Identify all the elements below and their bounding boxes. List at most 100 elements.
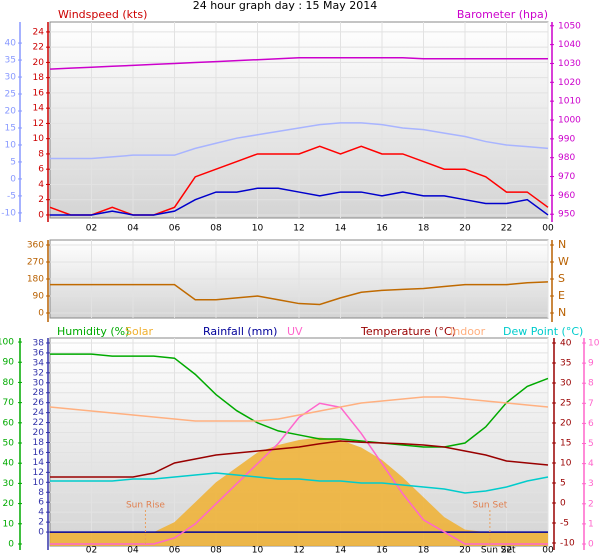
y-tick-label: 3 (588, 479, 594, 489)
y-tick-label: 6 (588, 419, 594, 429)
legend-entry: Dew Point (°C) (503, 325, 583, 338)
y-tick-label: 1010 (558, 97, 581, 107)
x-tick-label: 20 (459, 546, 471, 555)
y-tick-label: 0 (38, 210, 44, 220)
series-line (50, 122, 549, 160)
y-tick-label: 40 (3, 459, 15, 469)
y-tick-label: N (558, 238, 566, 251)
y-tick-label: 80 (3, 378, 15, 388)
y-tick-label: N (558, 306, 566, 319)
x-tick-label: 04 (127, 224, 139, 234)
y-tick-label: 25 (560, 399, 571, 409)
y-tick-label: 15 (560, 439, 571, 449)
x-tick-label: 10 (252, 546, 264, 555)
x-tick-label: 12 (293, 546, 304, 555)
y-tick-label: 18 (33, 73, 45, 83)
y-tick-label: 100 (0, 338, 14, 348)
y-tick-label: -5 (560, 519, 569, 529)
y-tick-label: 20 (5, 106, 17, 116)
y-tick-label: 10 (588, 339, 600, 349)
y2-axis-label: Barometer (hpa) (457, 8, 548, 21)
series-line (50, 281, 549, 306)
x-tick-label: 04 (127, 546, 139, 555)
series-line (50, 472, 549, 494)
y-tick-label: 2 (588, 499, 594, 509)
y-tick-label: 270 (27, 258, 44, 268)
y-tick-label: 10 (3, 519, 15, 529)
y-tick-label: 14 (33, 104, 45, 114)
y-tick-label: 25 (5, 90, 16, 100)
y-axis-label: Windspeed (kts) (58, 8, 147, 21)
x-tick-label: 18 (418, 546, 430, 555)
annotation: Sun Rise (126, 501, 165, 511)
x-tick-label: 08 (210, 546, 222, 555)
y-tick-label: 980 (558, 153, 575, 163)
y-tick-label: 9 (588, 359, 594, 369)
y-tick-label: 36 (33, 348, 45, 358)
y-tick-label: -10 (560, 539, 575, 549)
series-line (50, 353, 549, 448)
y-tick-label: 20 (33, 58, 45, 68)
y-tick-label: 38 (33, 338, 45, 348)
series-line (49, 396, 549, 422)
y-tick-label: 32 (33, 368, 44, 378)
y-tick-label: 8 (38, 488, 44, 498)
y-tick-label: 1030 (558, 59, 581, 69)
y-tick-label: 40 (5, 39, 17, 49)
chart-title: 24 hour graph day : 15 May 2014 (193, 0, 378, 12)
x-tick-label: 06 (169, 224, 181, 234)
y-tick-label: 35 (5, 56, 16, 66)
y-tick-label: 2 (38, 518, 44, 528)
x-tick-label: 16 (376, 546, 388, 555)
series-line (50, 402, 548, 545)
y-tick-label: 6 (38, 498, 44, 508)
x-tick-label: 02 (86, 224, 97, 234)
y-tick-label: 28 (33, 388, 45, 398)
y-tick-label: 35 (560, 359, 571, 369)
y-tick-label: 30 (5, 73, 17, 83)
x-tick-label: 02 (86, 546, 97, 555)
legend-entry: Temperature (°C) (360, 325, 456, 338)
y-tick-label: 10 (33, 478, 45, 488)
y-tick-label: -10 (1, 208, 16, 218)
x-tick-label: 14 (335, 546, 347, 555)
y-tick-label: 4 (588, 459, 594, 469)
legend-entry: Humidity (%) (57, 325, 129, 338)
y-tick-label: W (558, 255, 569, 268)
series-line (50, 187, 549, 216)
y-tick-label: 4 (38, 180, 44, 190)
y-tick-label: 0 (38, 308, 44, 318)
y-tick-label: 22 (33, 418, 44, 428)
y-tick-label: 24 (33, 408, 45, 418)
y-tick-label: 40 (560, 339, 572, 349)
y-tick-label: 5 (10, 157, 16, 167)
x-tick-label: 10 (252, 224, 264, 234)
series-line (50, 440, 549, 478)
y-tick-label: 60 (3, 418, 15, 428)
y-tick-label: 20 (560, 419, 572, 429)
y-tick-label: 50 (3, 439, 15, 449)
y-tick-label: 360 (27, 241, 44, 251)
y-tick-label: 16 (33, 88, 45, 98)
y-tick-label: 14 (33, 458, 45, 468)
y-tick-label: 18 (33, 438, 45, 448)
y-tick-label: 1000 (558, 116, 581, 126)
y-tick-label: 180 (27, 275, 44, 285)
y-tick-label: 1020 (558, 78, 581, 88)
legend-entry: UV (287, 325, 303, 338)
x-tick-label: 00 (542, 224, 554, 234)
y-tick-label: 20 (3, 499, 15, 509)
series-line (49, 57, 548, 70)
y-tick-label: 10 (5, 140, 17, 150)
y-tick-label: 90 (33, 291, 45, 301)
y-tick-label: 30 (3, 479, 15, 489)
y-tick-label: 970 (558, 172, 575, 182)
y-tick-label: 0 (560, 499, 566, 509)
y-tick-label: 0 (38, 528, 44, 538)
y-tick-label: 8 (588, 379, 594, 389)
y-tick-label: 90 (3, 358, 15, 368)
y-tick-label: 20 (33, 428, 45, 438)
x-tick-label: 08 (210, 224, 222, 234)
y-tick-label: 10 (33, 134, 45, 144)
x-tick-label: 12 (293, 224, 304, 234)
